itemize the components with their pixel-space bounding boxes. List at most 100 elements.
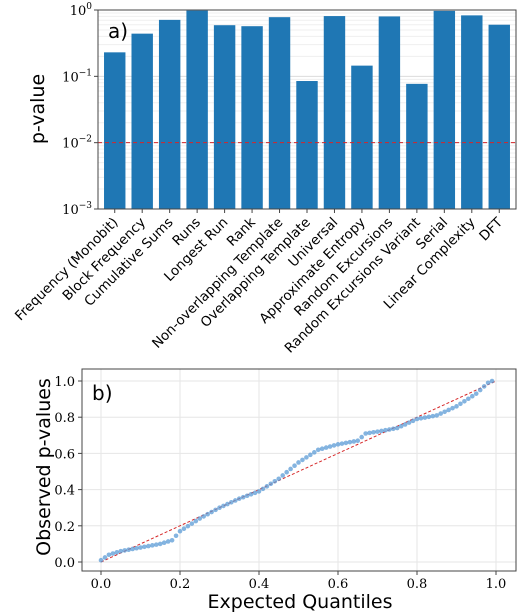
qq-y-tick-label: 0.2 [54, 520, 75, 535]
qq-point [252, 490, 258, 496]
qq-point [418, 415, 424, 421]
qq-x-tick-label: 1.0 [486, 577, 507, 592]
qq-point [173, 533, 179, 539]
bar-chart-y-ticks: 10−3 10−2 10−1 100 [62, 2, 98, 218]
qq-point [383, 427, 388, 433]
qq-point [470, 393, 475, 399]
bar-chart-y-tick-label: 10−2 [62, 135, 92, 152]
qq-point [327, 444, 333, 449]
qq-point [438, 411, 444, 416]
qq-point [394, 425, 400, 431]
qq-point [339, 441, 345, 446]
bar-chart-y-tick-label: 100 [70, 2, 93, 19]
qq-point [481, 384, 487, 389]
qq-point [359, 434, 365, 440]
qq-point [102, 555, 108, 560]
qq-y-label: Observed p-values [33, 378, 55, 556]
qq-point [146, 543, 151, 549]
qq-point [296, 460, 301, 465]
qq-point [244, 493, 250, 499]
bar-chart-category-label: DFT [476, 214, 506, 244]
qq-point [331, 443, 337, 448]
qq-point [130, 546, 135, 552]
qq-point [236, 496, 242, 501]
bar [104, 52, 126, 210]
qq-point [161, 540, 167, 545]
qq-point [371, 429, 376, 435]
qq-point [229, 499, 234, 505]
qq-point [260, 486, 266, 492]
qq-point [391, 426, 396, 432]
qq-point [308, 452, 313, 458]
bar [213, 25, 236, 209]
qq-point [312, 450, 317, 455]
qq-plot-panel: 0.0 0.2 0.4 0.6 0.8 1.0 0.0 0.2 0.4 0.6 0.8 1.0 Ex… [33, 368, 517, 613]
qq-point [351, 439, 357, 444]
qq-plot-grid [82, 369, 516, 571]
qq-point [248, 492, 254, 497]
qq-point [110, 551, 116, 556]
qq-point [343, 440, 349, 446]
qq-point [458, 401, 463, 407]
bar-chart-panel-label: a) [108, 19, 128, 43]
qq-point [363, 431, 368, 436]
qq-point [288, 466, 293, 472]
bar [406, 83, 428, 209]
qq-point [98, 557, 104, 563]
bar [488, 24, 510, 209]
qq-point [335, 442, 341, 447]
qq-point [402, 422, 408, 427]
qq-point [154, 542, 159, 547]
qq-point [387, 427, 392, 432]
qq-point [197, 516, 203, 521]
qq-point [272, 478, 278, 484]
qq-point [442, 409, 447, 415]
qq-point [240, 494, 246, 500]
qq-point [268, 481, 274, 487]
qq-point [323, 445, 329, 450]
qq-x-ticks: 0.0 0.2 0.4 0.6 0.8 1.0 [91, 571, 507, 592]
qq-point [256, 489, 262, 494]
bar [241, 26, 263, 209]
qq-point [473, 391, 479, 396]
qq-y-tick-label: 0.6 [54, 447, 75, 462]
qq-point [454, 404, 459, 409]
qq-point [319, 446, 325, 451]
qq-x-tick-label: 0.8 [407, 577, 428, 592]
qq-point [169, 537, 175, 543]
qq-point [213, 507, 218, 513]
qq-point [165, 539, 171, 544]
qq-point [142, 544, 147, 550]
qq-plot-frame [81, 368, 517, 572]
qq-plot-area [82, 369, 516, 571]
qq-point [221, 503, 226, 509]
bar-chart-x-labels: Frequency (Monobit)Block FrequencyCumula… [12, 209, 507, 357]
qq-point [477, 387, 483, 393]
qq-y-tick-label: 1.0 [54, 375, 75, 390]
bar [433, 10, 456, 210]
qq-y-tick-label: 0.0 [54, 556, 75, 571]
qq-point [150, 543, 155, 548]
qq-point [189, 521, 195, 526]
qq-point [292, 463, 297, 469]
bar-chart-y-tick-label: 10−3 [62, 201, 92, 218]
qq-point [177, 528, 183, 534]
bar [158, 19, 181, 209]
qq-point [284, 469, 289, 475]
qq-point [300, 457, 305, 463]
qq-point [118, 548, 124, 554]
qq-point [201, 514, 206, 519]
qq-point [462, 398, 467, 404]
qq-x-tick-label: 0.0 [91, 577, 112, 592]
qq-point [126, 547, 131, 552]
qq-point [181, 526, 187, 531]
qq-reference-line [100, 380, 497, 563]
qq-point [466, 396, 471, 402]
qq-point [185, 523, 191, 529]
bar [323, 16, 346, 209]
qq-point [106, 552, 112, 558]
qq-y-ticks: 0.0 0.2 0.4 0.6 0.8 1.0 [54, 375, 82, 571]
qq-panel-label: b) [92, 381, 113, 405]
qq-point [446, 407, 451, 413]
